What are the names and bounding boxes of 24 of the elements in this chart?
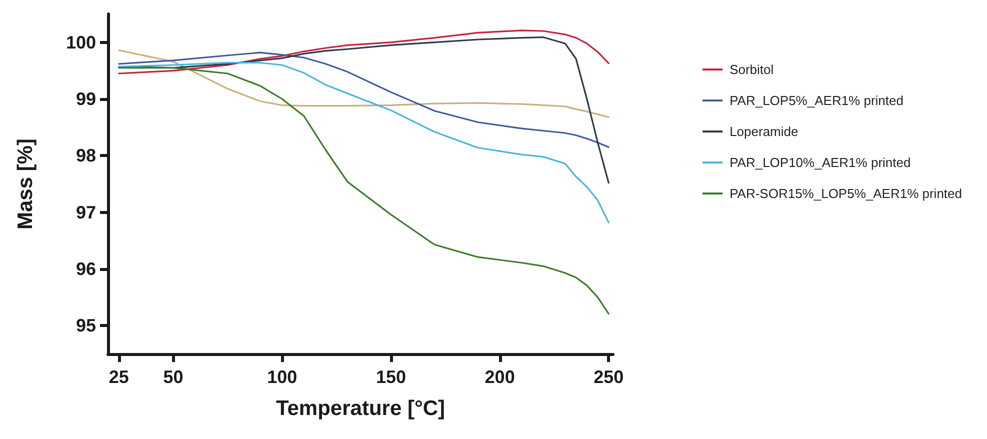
line-series [118,62,610,224]
x-tick-label: 100 [267,367,298,387]
x-tick-label: 50 [163,367,184,387]
line-series [118,67,610,315]
legend-label: PAR-SOR15%_LOP5%_AER1% printed [730,186,962,201]
line-series [118,52,610,148]
x-tick-label: 25 [108,367,129,387]
x-tick-label: 150 [376,367,406,387]
legend-label: PAR_LOP5%_AER1% printed [730,93,904,108]
legend-label: PAR_LOP10%_AER1% printed [730,155,911,170]
line-series [118,30,610,74]
legend-label: Sorbitol [730,62,774,77]
y-tick-label: 100 [66,32,96,52]
y-axis-title: Mass [%] [14,138,37,230]
x-tick-label: 200 [484,367,515,387]
y-tick-label: 96 [76,259,96,279]
legend-label: Loperamide [730,124,798,139]
y-tick-label: 95 [76,316,96,336]
line-series [118,49,610,118]
x-tick-label: 250 [594,367,624,387]
y-tick-label: 97 [76,202,96,222]
x-axis-title: Temperature [°C] [276,397,446,420]
y-tick-label: 99 [76,89,96,109]
y-tick-label: 98 [76,146,96,166]
